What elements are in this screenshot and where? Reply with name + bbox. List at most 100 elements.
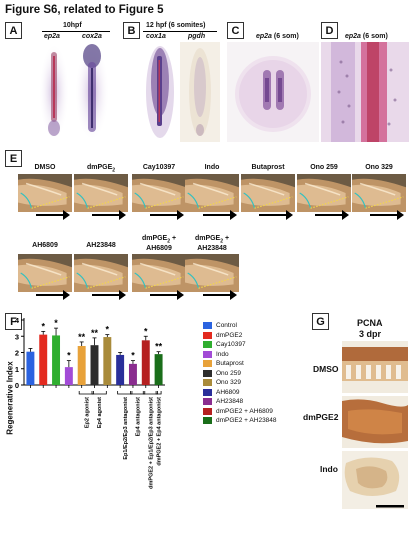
panel-label-g: G (312, 313, 329, 330)
panel-e-fin-image-ah6809 (18, 254, 72, 292)
panel-e-fin-image-dmso (18, 174, 72, 212)
legend-item-ah6809: AH6809 (203, 388, 277, 398)
chart-y-tick-label: 2 (15, 349, 19, 358)
panel-e-label-ah6809: AH6809 (32, 242, 58, 249)
legend-swatch (203, 379, 212, 387)
legend-item-butaprost: Butaprost (203, 359, 277, 369)
legend-swatch (203, 407, 212, 415)
legend-label: AH23848 (216, 398, 244, 406)
panel-c-embryo-image (227, 42, 319, 142)
chart-group-label: Ep1/Ep2/Ep3 antagonist (123, 397, 129, 460)
legend-swatch (203, 322, 212, 330)
panel-b-gene-1: cox1a (146, 33, 166, 40)
panel-b-gene-2: pgdh (188, 33, 206, 40)
legend-swatch (203, 350, 212, 358)
legend-swatch (203, 331, 212, 339)
chart-group-label: dmPGE2 + Ep1/Ep2/Ep3 antagonist (148, 397, 154, 489)
legend-item-cay10397: Cay10397 (203, 340, 277, 350)
chart-y-tick-label: 4 (15, 316, 20, 325)
panel-e-label-ono-329: Ono 329 (365, 164, 393, 171)
chart-group-bracket (155, 391, 162, 395)
chart-significance-mark: * (67, 351, 71, 361)
chart-bar-ah6809 (116, 354, 125, 385)
legend-swatch (203, 398, 212, 406)
panel-e-fin-regeneration-images: DMSO dmPGE2 Cay10397 Indo Butaprost Ono 259 On… (18, 164, 406, 300)
chart-bar-ono-329 (103, 337, 112, 385)
legend-label: Ono 259 (216, 369, 241, 377)
legend-swatch (203, 341, 212, 349)
legend-label: Control (216, 322, 237, 330)
legend-label: Butaprost (216, 360, 244, 368)
panel-c-caption-gene: ep2a (256, 33, 272, 40)
panel-a-gene-2: cox2a (82, 33, 102, 40)
legend-label: Cay10397 (216, 341, 246, 349)
panel-e-fin-image-ono-259 (297, 174, 351, 212)
legend-item-dmpge2-ah23848: dmPGE2 + AH23848 (203, 416, 277, 426)
panel-b-embryo-images (146, 42, 220, 142)
panel-g-row-label-dmpge2: dmPGE2 (303, 412, 338, 422)
panel-c-caption: ep2a (6 som) (256, 33, 299, 40)
panel-e-arrow-cay10397 (150, 210, 184, 220)
panel-e-fin-image-dmpge2 (74, 174, 128, 212)
panel-e-fin-image-dmpge2-ah23848 (185, 254, 239, 292)
panel-label-f: F (5, 313, 22, 330)
panel-g-title-line1: PCNA (357, 318, 383, 328)
panel-e-fin-image-cay10397 (132, 174, 186, 212)
panel-e-fin-image-dmpge2-ah6809 (132, 254, 186, 292)
legend-item-dmpge2: dmPGE2 (203, 331, 277, 341)
chart-significance-mark: * (41, 321, 45, 331)
chart-legend: Control dmPGE2 Cay10397 Indo Butaprost Ono 25… (203, 321, 277, 426)
chart-group-bracket (142, 391, 158, 395)
panel-g-row-label-dmso: DMSO (313, 364, 339, 374)
panel-e-fin-image-indo (185, 174, 239, 212)
chart-group-label: dmPGE2 + Ep4 antagonist (157, 397, 163, 466)
chart-significance-mark: * (54, 318, 58, 328)
panel-c-caption-stage: (6 som) (271, 33, 299, 40)
panel-e-fin-image-ah23848 (74, 254, 128, 292)
legend-label: dmPGE2 + AH23848 (216, 417, 277, 425)
legend-label: Indo (216, 350, 229, 358)
panel-e-arrow-indo (203, 210, 237, 220)
panel-label-d: D (321, 22, 338, 39)
chart-significance-mark: * (106, 325, 110, 335)
chart-bar-cay10397 (52, 335, 61, 385)
panel-e-arrow-dmpge2 (92, 210, 126, 220)
panel-e-fin-image-ono-329 (352, 174, 406, 212)
legend-item-indo: Indo (203, 350, 277, 360)
chart-bar-butaprost (77, 346, 86, 385)
legend-label: dmPGE2 + AH6809 (216, 407, 273, 415)
panel-a-stage: 10hpf (63, 22, 82, 29)
legend-label: Ono 329 (216, 379, 241, 387)
chart-bar-indo (64, 367, 73, 385)
panel-d-embryo-closeup-image (321, 42, 409, 142)
panel-a-embryo-images (40, 44, 108, 138)
panel-e-label-dmpge2: dmPGE2 (86, 164, 116, 174)
panel-a-stage-rule (42, 31, 110, 32)
panel-e-arrow-ah23848 (92, 290, 126, 300)
panel-e-label-ono-259: Ono 259 (310, 164, 338, 171)
legend-swatch (203, 369, 212, 377)
panel-e-arrow-ono-259 (315, 210, 349, 220)
chart-significance-mark: ** (78, 332, 86, 342)
legend-label: AH6809 (216, 388, 240, 396)
panel-g-pcna-stain-images (342, 341, 408, 509)
panel-a-gene-1: ep2a (44, 33, 60, 40)
panel-e-fin-image-butaprost (241, 174, 295, 212)
panel-label-e: E (5, 150, 22, 167)
chart-group-label: Ep4 antagonist (136, 397, 142, 437)
panel-e-arrow-ah6809 (36, 290, 70, 300)
chart-group-label: Ep4 agonist (97, 397, 103, 428)
panel-d-caption-stage: (6 som) (360, 33, 388, 40)
panel-label-b: B (123, 22, 140, 39)
chart-bar-control (26, 351, 35, 385)
panel-e-arrow-butaprost (259, 210, 293, 220)
chart-y-tick-label: 3 (15, 332, 19, 341)
chart-group-bracket (91, 391, 107, 395)
chart-group-bracket (117, 391, 133, 395)
panel-e-label-indo: Indo (204, 164, 220, 171)
legend-swatch (203, 417, 212, 425)
panel-g-row-label-indo: Indo (320, 464, 338, 474)
legend-item-ono-329: Ono 329 (203, 378, 277, 388)
chart-group-bracket (78, 391, 94, 395)
legend-label: dmPGE2 (216, 331, 243, 339)
